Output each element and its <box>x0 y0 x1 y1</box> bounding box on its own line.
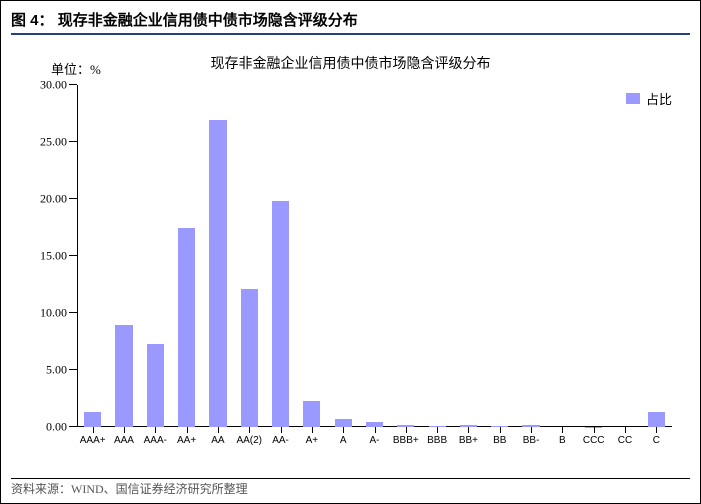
y-tick <box>69 255 77 256</box>
figure-title-row: 图 4： 现存非金融企业信用债中债市场隐含评级分布 <box>11 9 690 30</box>
x-tick-label: B <box>559 435 566 446</box>
x-tick-label: BBB+ <box>393 435 419 446</box>
x-tick-label: AAA+ <box>80 435 106 446</box>
plot-area: 0.005.0010.0015.0020.0025.0030.00AAA+AAA… <box>77 85 672 427</box>
bar <box>272 201 289 427</box>
y-tick <box>69 198 77 199</box>
bar <box>178 228 195 427</box>
x-tick-label: AAA <box>114 435 134 446</box>
x-tick-label: BB <box>493 435 506 446</box>
y-tick <box>69 369 77 370</box>
x-tick-label: BB- <box>523 435 540 446</box>
x-tick <box>155 427 156 433</box>
x-tick-label: CC <box>618 435 632 446</box>
x-tick <box>281 427 282 433</box>
x-tick <box>375 427 376 433</box>
y-tick-label: 5.00 <box>46 363 67 378</box>
figure-title-rule <box>11 33 690 35</box>
y-tick <box>69 426 77 427</box>
figure-label: 图 4： <box>11 12 54 29</box>
y-axis <box>77 85 78 427</box>
x-tick <box>406 427 407 433</box>
x-tick-label: C <box>653 435 660 446</box>
bar <box>241 289 258 427</box>
x-tick <box>594 427 595 433</box>
y-tick-label: 0.00 <box>46 420 67 435</box>
y-tick-label: 25.00 <box>40 135 67 150</box>
chart-area: 单位：% 现存非金融企业信用债中债市场隐含评级分布 占比 0.005.0010.… <box>21 45 680 463</box>
x-tick <box>124 427 125 433</box>
bar <box>84 412 101 427</box>
x-tick-label: BB+ <box>459 435 478 446</box>
chart-subtitle: 现存非金融企业信用债中债市场隐含评级分布 <box>21 53 680 73</box>
bar <box>147 344 164 427</box>
x-tick-label: A+ <box>306 435 319 446</box>
y-tick <box>69 312 77 313</box>
figure-title: 现存非金融企业信用债中债市场隐含评级分布 <box>58 12 358 29</box>
y-tick-label: 10.00 <box>40 306 67 321</box>
x-tick-label: AA+ <box>177 435 196 446</box>
x-tick <box>312 427 313 433</box>
x-tick-label: BBB <box>427 435 447 446</box>
x-tick <box>343 427 344 433</box>
x-tick-label: AA- <box>272 435 289 446</box>
bar <box>335 419 352 427</box>
x-tick-label: A <box>340 435 347 446</box>
x-tick <box>218 427 219 433</box>
bar <box>303 401 320 427</box>
x-tick-label: AAA- <box>144 435 167 446</box>
y-tick <box>69 141 77 142</box>
source-text: 资料来源：WIND、国信证券经济研究所整理 <box>11 480 248 497</box>
x-tick-label: AA <box>211 435 224 446</box>
figure-container: 图 4： 现存非金融企业信用债中债市场隐含评级分布 单位：% 现存非金融企业信用… <box>0 0 701 504</box>
x-tick <box>187 427 188 433</box>
x-tick <box>625 427 626 433</box>
source-rule <box>11 478 690 479</box>
x-tick <box>468 427 469 433</box>
x-tick <box>656 427 657 433</box>
y-tick-label: 15.00 <box>40 249 67 264</box>
bar <box>648 412 665 427</box>
y-tick <box>69 84 77 85</box>
y-tick-label: 30.00 <box>40 78 67 93</box>
bar <box>209 120 226 427</box>
x-tick <box>531 427 532 433</box>
x-tick <box>437 427 438 433</box>
x-tick <box>562 427 563 433</box>
x-tick-label: A- <box>370 435 380 446</box>
x-tick-label: CCC <box>583 435 605 446</box>
x-tick <box>93 427 94 433</box>
x-tick-label: AA(2) <box>236 435 262 446</box>
bar <box>115 325 132 427</box>
x-tick <box>249 427 250 433</box>
y-tick-label: 20.00 <box>40 192 67 207</box>
x-tick <box>500 427 501 433</box>
